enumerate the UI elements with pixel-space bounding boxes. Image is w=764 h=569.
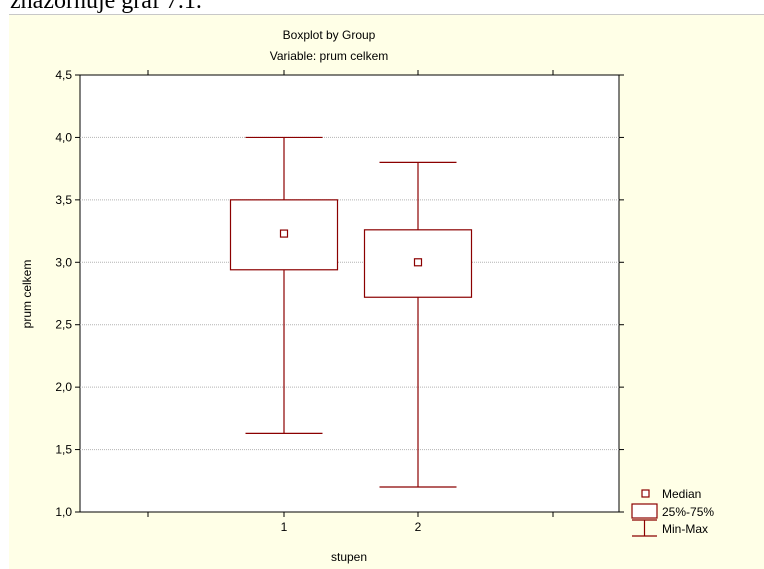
legend-box-symbol bbox=[631, 503, 658, 519]
median-marker bbox=[279, 229, 289, 238]
legend-median-symbol bbox=[641, 489, 650, 498]
document-text-fragment: znázorňuje graf 7.1. bbox=[10, 0, 202, 14]
y-tick-label: 1,0 bbox=[55, 505, 72, 519]
x-tick-label: 1 bbox=[281, 520, 288, 534]
chart-title: Boxplot by Group bbox=[283, 28, 376, 42]
box-group-2 bbox=[363, 161, 473, 488]
y-tick-label: 4,5 bbox=[55, 68, 72, 82]
x-axis-label: stupen bbox=[331, 550, 367, 564]
chart-subtitle: Variable: prum celkem bbox=[270, 49, 389, 63]
chart-figure: Boxplot by Group Variable: prum celkem 1… bbox=[9, 14, 764, 569]
box-series bbox=[229, 136, 473, 488]
y-tick-label: 1,5 bbox=[55, 443, 72, 457]
legend-minmax-label: Min-Max bbox=[662, 522, 708, 536]
y-tick-label: 2,5 bbox=[55, 318, 72, 332]
y-tick-label: 3,0 bbox=[55, 255, 72, 269]
y-axis: 1,0 1,5 2,0 2,5 3,0 3,5 4,0 4,5 bbox=[55, 68, 624, 519]
y-tick-label: 4,0 bbox=[55, 130, 72, 144]
legend: Median 25%-75% Min-Max bbox=[631, 487, 714, 537]
legend-median-label: Median bbox=[662, 487, 701, 501]
x-tick-label: 2 bbox=[415, 520, 422, 534]
y-tick-label: 2,0 bbox=[55, 380, 72, 394]
box-group-1 bbox=[229, 136, 339, 434]
y-tick-label: 3,5 bbox=[55, 193, 72, 207]
y-axis-label: prum celkem bbox=[20, 260, 34, 329]
boxplot-chart: Boxplot by Group Variable: prum celkem 1… bbox=[20, 28, 714, 564]
plot-area bbox=[79, 74, 620, 513]
median-marker bbox=[413, 258, 423, 267]
legend-box-label: 25%-75% bbox=[662, 505, 714, 519]
